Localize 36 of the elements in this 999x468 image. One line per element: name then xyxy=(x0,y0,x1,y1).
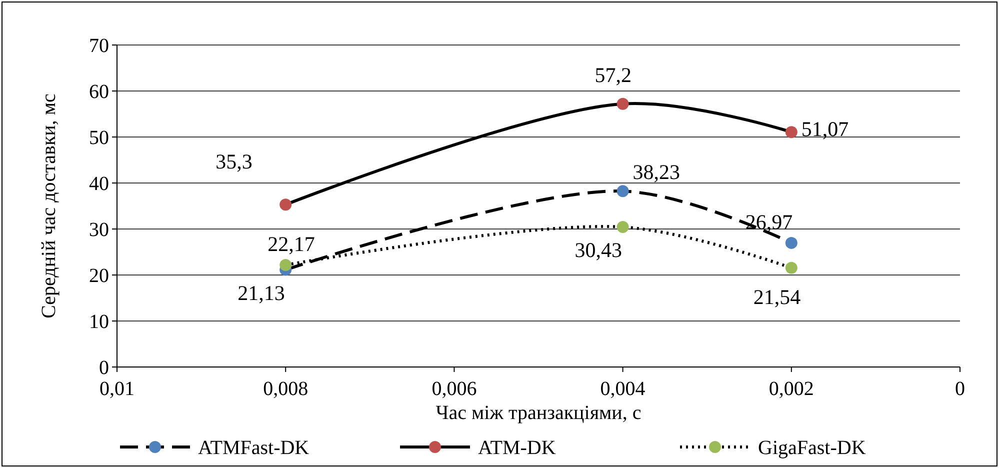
data-label: 22,17 xyxy=(268,232,315,256)
x-tick-label: 0,006 xyxy=(432,378,477,400)
point xyxy=(616,185,629,198)
data-label: 21,13 xyxy=(238,280,285,305)
y-axis-title: Середній час доставки, мс xyxy=(38,93,60,318)
point xyxy=(616,221,629,234)
y-tick-label: 50 xyxy=(89,127,109,149)
x-tick-label: 0,008 xyxy=(263,378,308,400)
y-tick-label: 20 xyxy=(89,265,109,287)
data-label: 51,07 xyxy=(801,117,849,142)
data-label: 26,97 xyxy=(745,210,793,234)
y-tick-label: 70 xyxy=(89,35,109,57)
legend-label: ATM-DK xyxy=(478,437,556,459)
data-label: 38,23 xyxy=(632,160,680,184)
x-tick-label: 0 xyxy=(955,378,965,400)
y-tick-label: 0 xyxy=(99,357,109,379)
point xyxy=(280,259,292,272)
data-label: 30,43 xyxy=(574,238,622,262)
point xyxy=(280,198,292,211)
data-label: 57,2 xyxy=(594,62,632,87)
x-tick-label: 0,002 xyxy=(768,378,814,400)
y-tick-label: 60 xyxy=(89,81,109,103)
legend-label: GigaFast-DK xyxy=(758,437,866,459)
x-tick-label: 0,01 xyxy=(100,378,134,400)
point xyxy=(785,262,798,274)
point xyxy=(785,236,798,249)
point xyxy=(616,98,629,110)
y-tick-label: 40 xyxy=(89,173,109,195)
data-label: 35,3 xyxy=(216,150,252,174)
y-tick-label: 30 xyxy=(89,219,109,241)
x-axis-title: Час між транзакціями, с xyxy=(436,402,642,424)
x-tick-label: 0,004 xyxy=(600,378,646,400)
point xyxy=(785,126,798,138)
legend-label: ATMFast-DK xyxy=(198,437,310,459)
data-label: 21,54 xyxy=(753,284,802,309)
y-tick-label: 10 xyxy=(89,311,109,333)
